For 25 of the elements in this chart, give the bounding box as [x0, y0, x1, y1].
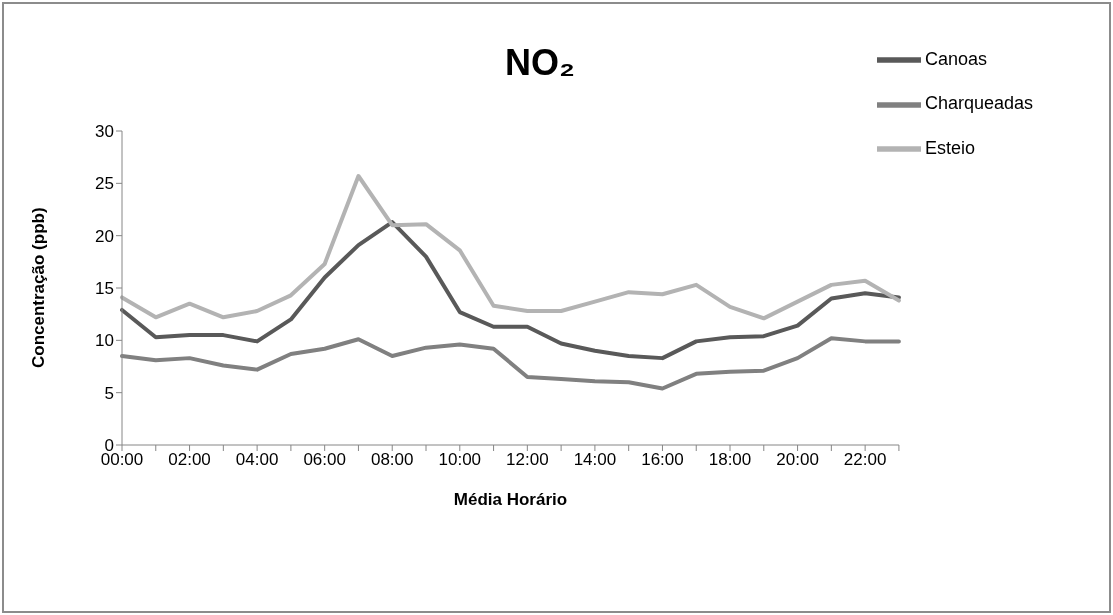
- x-tick-label: 12:00: [506, 450, 549, 470]
- x-tick-label: 06:00: [303, 450, 346, 470]
- legend-label: Esteio: [924, 137, 975, 158]
- x-tick-label: 16:00: [641, 450, 684, 470]
- y-tick-label: 25: [95, 174, 114, 194]
- legend-label: Charqueadas: [924, 93, 1033, 114]
- x-tick-label: 08:00: [370, 450, 414, 470]
- x-tick-label: 14:00: [573, 450, 617, 470]
- x-tick-label: 02:00: [168, 450, 211, 470]
- x-tick-label: 04:00: [235, 450, 279, 470]
- x-tick-label: 10:00: [438, 450, 482, 470]
- x-tick-label: 20:00: [776, 450, 819, 470]
- x-axis-title: Média Horário: [453, 490, 568, 509]
- y-tick-label: 10: [95, 331, 114, 351]
- x-tick-label: 22:00: [843, 450, 887, 470]
- y-axis-title: Concentração (ppb): [29, 207, 49, 368]
- chart-title: NO₂: [504, 42, 576, 84]
- line-series: [120, 220, 901, 361]
- legend-label: Canoas: [924, 49, 987, 69]
- x-tick-label: 18:00: [708, 450, 752, 470]
- y-tick-label: 15: [95, 279, 114, 299]
- y-tick-label: 5: [104, 383, 114, 403]
- y-tick-label: 30: [95, 122, 114, 142]
- y-tick-label: 20: [95, 226, 114, 246]
- line-series: [120, 174, 901, 321]
